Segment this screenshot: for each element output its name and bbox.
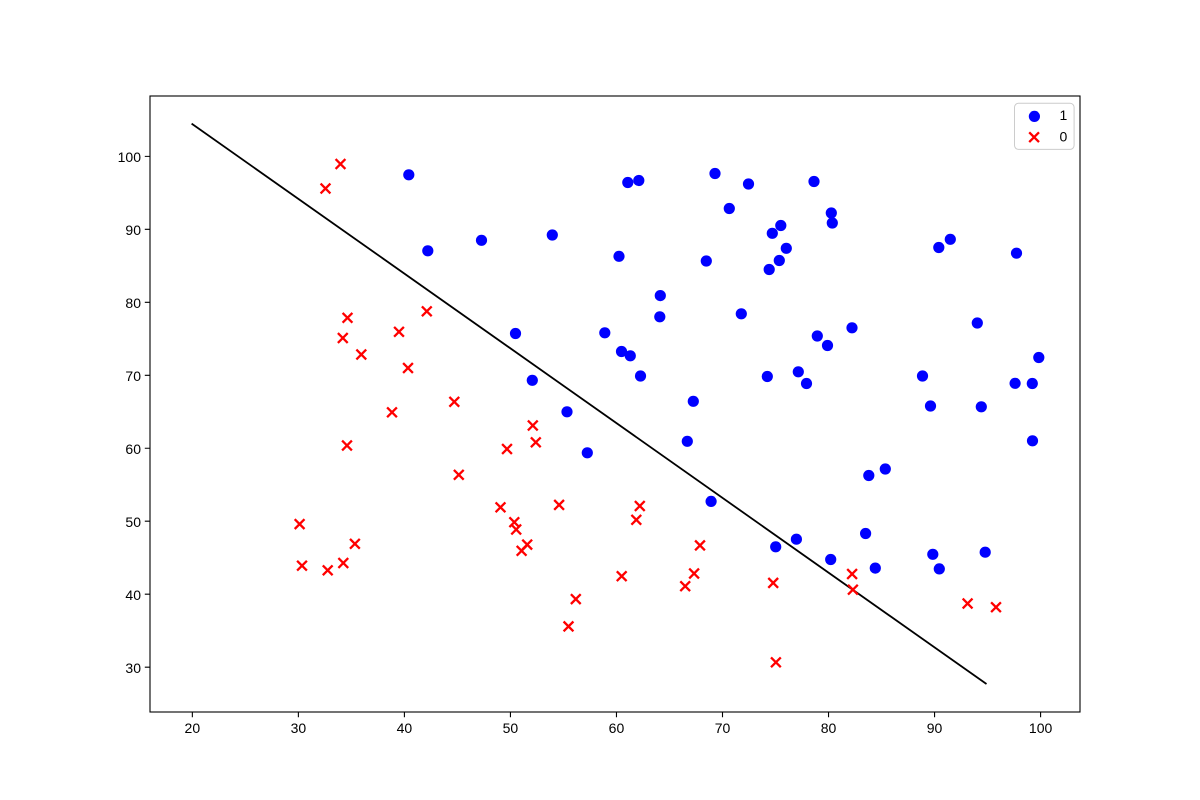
svg-text:90: 90 xyxy=(927,720,943,736)
svg-text:30: 30 xyxy=(291,720,307,736)
svg-text:1: 1 xyxy=(1060,107,1068,123)
svg-text:0: 0 xyxy=(1060,128,1068,144)
svg-text:90: 90 xyxy=(125,222,141,238)
svg-text:70: 70 xyxy=(125,368,141,384)
svg-text:40: 40 xyxy=(125,587,141,603)
svg-text:50: 50 xyxy=(503,720,519,736)
svg-text:30: 30 xyxy=(125,660,141,676)
svg-text:100: 100 xyxy=(1029,720,1053,736)
svg-text:80: 80 xyxy=(821,720,837,736)
svg-text:40: 40 xyxy=(397,720,413,736)
svg-text:60: 60 xyxy=(609,720,625,736)
svg-text:80: 80 xyxy=(125,295,141,311)
svg-text:70: 70 xyxy=(715,720,731,736)
svg-text:100: 100 xyxy=(118,149,142,165)
svg-text:20: 20 xyxy=(185,720,201,736)
svg-text:50: 50 xyxy=(125,514,141,530)
svg-text:60: 60 xyxy=(125,441,141,457)
